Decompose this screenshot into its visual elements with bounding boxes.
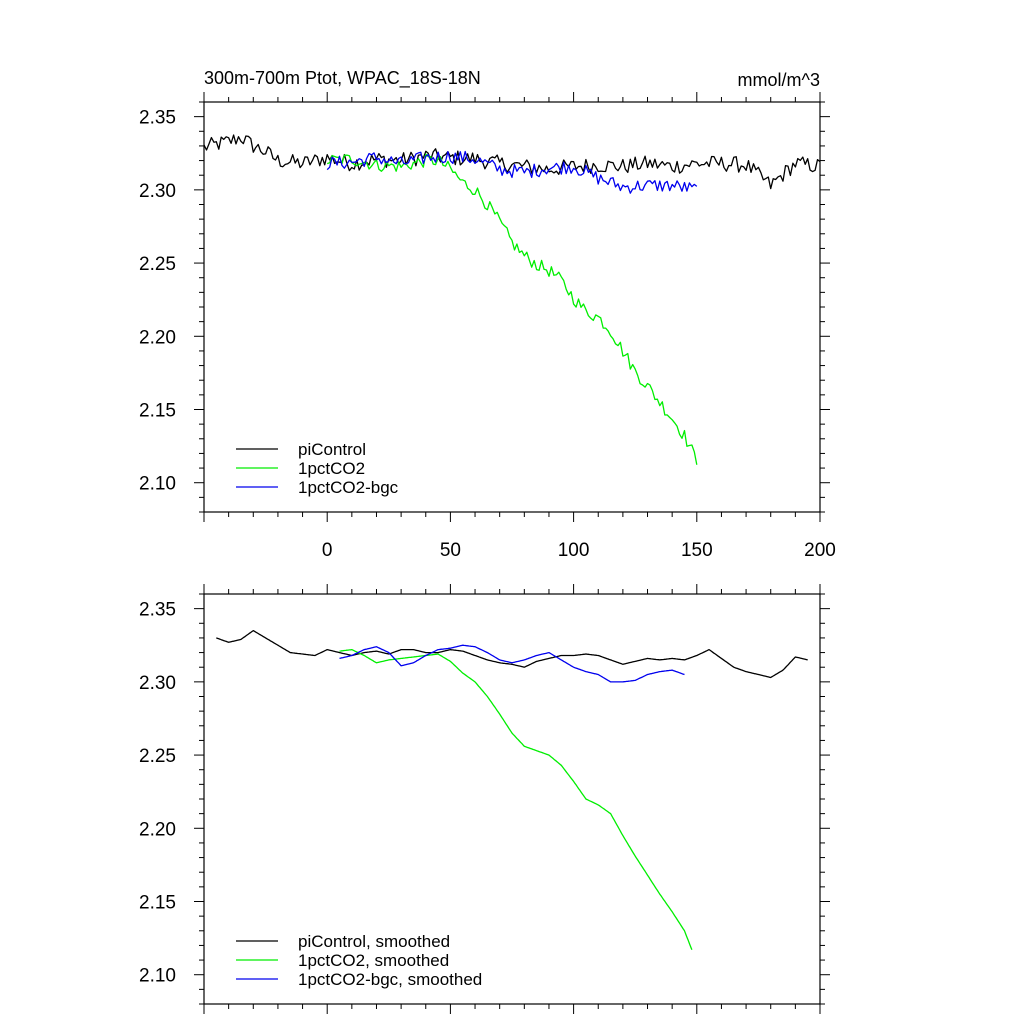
y-tick-label: 2.30 [139, 181, 176, 202]
series-line-1pctCO2 [339, 648, 693, 951]
series-line-1pctCO2-bgc [339, 644, 685, 683]
y-tick-label: 2.25 [139, 254, 176, 275]
y-tick-label: 2.20 [139, 819, 176, 840]
figure-title: 300m-700m Ptot, WPAC_18S-18N [204, 68, 481, 89]
y-tick-label: 2.10 [139, 474, 176, 495]
x-tick-label: 150 [681, 540, 713, 561]
x-tick-label: 0 [322, 540, 333, 561]
series-line-piControl [216, 629, 808, 679]
legend-label: piControl [298, 440, 366, 459]
legend-label: 1pctCO2-bgc [298, 478, 399, 497]
y-tick-label: 2.10 [139, 966, 176, 987]
y-tick-label: 2.35 [139, 600, 176, 621]
y-tick-label: 2.25 [139, 746, 176, 767]
x-tick-label: 50 [440, 540, 461, 561]
units-label: mmol/m^3 [738, 70, 820, 90]
legend-label: piControl, smoothed [298, 932, 450, 951]
legend-label: 1pctCO2-bgc, smoothed [298, 970, 482, 989]
x-tick-label: 200 [804, 540, 836, 561]
y-tick-label: 2.30 [139, 673, 176, 694]
series-line-1pctCO2 [327, 153, 698, 465]
y-tick-label: 2.20 [139, 327, 176, 348]
y-tick-label: 2.35 [139, 108, 176, 129]
y-tick-label: 2.15 [139, 893, 176, 914]
legend-label: 1pctCO2, smoothed [298, 951, 449, 970]
x-tick-label: 100 [558, 540, 590, 561]
series-line-piControl [203, 134, 821, 190]
bottom-panel: 2.35 2.30 2.25 2.20 2.15 2.10 piControl, smoot… [139, 584, 830, 1014]
series-line-1pctCO2-bgc [326, 150, 698, 194]
y-tick-label: 2.15 [139, 401, 176, 422]
top-panel: 2.35 2.30 2.25 2.20 2.15 2.10 0 50 100 150 200 piCo… [139, 92, 836, 561]
legend-label: 1pctCO2 [298, 459, 365, 478]
